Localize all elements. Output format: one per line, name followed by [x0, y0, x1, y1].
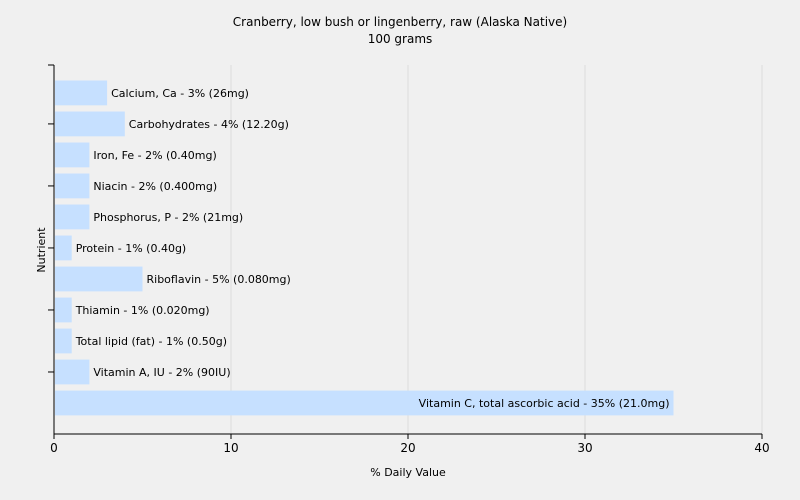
x-tick-label: 0 — [50, 441, 58, 455]
bar — [55, 142, 90, 168]
data-label: Calcium, Ca - 3% (26mg) — [111, 87, 249, 100]
bar — [55, 204, 90, 230]
bar — [55, 359, 90, 385]
data-label: Iron, Fe - 2% (0.40mg) — [93, 149, 216, 162]
data-label: Phosphorus, P - 2% (21mg) — [93, 211, 243, 224]
bar — [55, 390, 674, 416]
data-label: Niacin - 2% (0.400mg) — [93, 180, 217, 193]
y-axis-title: Nutrient — [35, 227, 48, 273]
bar — [55, 173, 90, 199]
x-tick-label: 20 — [400, 441, 415, 455]
x-axis-title: % Daily Value — [370, 466, 446, 479]
data-label: Vitamin C, total ascorbic acid - 35% (21… — [419, 397, 670, 410]
data-label: Riboflavin - 5% (0.080mg) — [147, 273, 291, 286]
bar — [55, 328, 72, 354]
chart-title: Cranberry, low bush or lingenberry, raw … — [232, 15, 568, 29]
bar — [55, 235, 72, 261]
x-tick-label: 40 — [754, 441, 769, 455]
data-label: Total lipid (fat) - 1% (0.50g) — [75, 335, 227, 348]
bar — [55, 266, 143, 292]
data-label: Vitamin A, IU - 2% (90IU) — [93, 366, 230, 379]
data-label: Protein - 1% (0.40g) — [76, 242, 187, 255]
bar — [55, 297, 72, 323]
x-tick-label: 10 — [223, 441, 238, 455]
data-label: Carbohydrates - 4% (12.20g) — [129, 118, 289, 131]
data-label: Thiamin - 1% (0.020mg) — [75, 304, 210, 317]
chart-subtitle: 100 grams — [367, 32, 433, 46]
bar — [55, 80, 108, 106]
bar — [55, 111, 125, 137]
x-tick-label: 30 — [577, 441, 592, 455]
